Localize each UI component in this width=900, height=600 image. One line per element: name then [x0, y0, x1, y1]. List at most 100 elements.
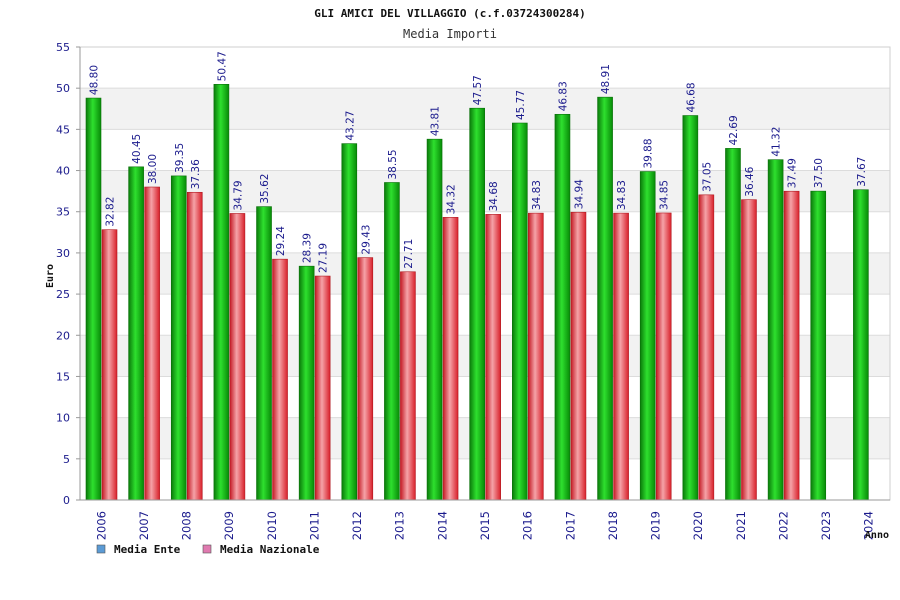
- bar-media-ente-2010: [256, 206, 272, 501]
- y-tick-label: 50: [56, 82, 70, 95]
- legend: Media Ente Media Nazionale: [96, 543, 320, 556]
- data-label: 48.80: [89, 65, 101, 95]
- bar-media-ente-2022: [767, 159, 784, 501]
- data-label: 37.05: [701, 162, 713, 192]
- legend-label: Media Ente: [114, 543, 181, 556]
- bar-media-nazionale-2017: [570, 211, 587, 501]
- x-tick-label: 2022: [776, 511, 790, 540]
- x-tick-label: 2010: [265, 511, 279, 540]
- bar-media-ente-2016: [512, 122, 528, 501]
- x-tick-label: 2008: [180, 511, 194, 540]
- plot-band: [80, 47, 890, 89]
- bar-media-nazionale-2014: [442, 217, 459, 501]
- data-label: 34.68: [488, 181, 500, 211]
- bar-media-nazionale-2006: [101, 229, 118, 501]
- data-label: 27.19: [318, 243, 330, 273]
- chart-subtitle: Media Importi: [403, 27, 497, 41]
- y-tick-label: 55: [56, 41, 70, 54]
- data-label: 48.91: [600, 64, 612, 94]
- bar-media-nazionale-2019: [655, 212, 672, 501]
- data-label: 50.47: [216, 51, 228, 81]
- y-tick-label: 30: [56, 247, 70, 260]
- bar-media-nazionale-2013: [400, 271, 416, 501]
- bar-media-ente-2014: [426, 138, 443, 501]
- chart-title: GLI AMICI DEL VILLAGGIO (c.f.03724300284…: [314, 7, 586, 20]
- bar-media-nazionale-2020: [698, 194, 715, 501]
- y-tick-label: 35: [56, 206, 70, 219]
- y-axis-label: Euro: [45, 264, 56, 288]
- data-label: 28.39: [302, 233, 314, 263]
- data-label: 37.49: [787, 158, 799, 188]
- legend-swatch: [96, 544, 106, 554]
- bar-media-ente-2011: [298, 265, 315, 501]
- x-tick-label: 2011: [307, 511, 321, 540]
- data-label: 29.24: [275, 226, 287, 256]
- data-label: 36.46: [744, 166, 756, 196]
- x-tick-label: 2016: [521, 511, 535, 540]
- bar-media-ente-2007: [128, 166, 144, 501]
- data-label: 34.32: [446, 184, 458, 214]
- x-tick-label: 2023: [819, 511, 833, 540]
- data-label: 34.83: [531, 180, 543, 210]
- x-tick-label: 2015: [478, 511, 492, 540]
- x-tick-label: 2009: [222, 511, 236, 540]
- data-label: 34.83: [616, 180, 628, 210]
- data-label: 37.50: [813, 158, 825, 188]
- y-tick-label: 20: [56, 329, 70, 342]
- data-label: 35.62: [259, 174, 271, 204]
- bar-media-ente-2012: [341, 143, 358, 501]
- bar-media-ente-2009: [213, 84, 230, 501]
- data-label: 32.82: [105, 197, 117, 227]
- x-tick-label: 2021: [734, 511, 748, 540]
- bar-media-ente-2013: [384, 182, 400, 501]
- data-label: 39.35: [174, 143, 186, 173]
- bar-media-nazionale-2011: [314, 275, 331, 501]
- data-label: 37.67: [856, 157, 868, 187]
- x-tick-label: 2013: [393, 511, 407, 540]
- data-label: 38.00: [147, 154, 159, 184]
- data-label: 37.36: [190, 159, 202, 189]
- y-tick-label: 10: [56, 412, 70, 425]
- bar-media-nazionale-2022: [783, 190, 800, 501]
- data-label: 39.88: [643, 138, 655, 168]
- bar-media-ente-2021: [725, 148, 741, 501]
- bar-media-nazionale-2018: [613, 212, 629, 501]
- bar-media-nazionale-2015: [485, 214, 501, 501]
- bar-media-nazionale-2009: [229, 213, 246, 501]
- plot-band: [80, 88, 890, 130]
- data-label: 27.71: [403, 239, 415, 269]
- data-label: 34.85: [659, 180, 671, 210]
- x-tick-label: 2019: [649, 511, 663, 540]
- legend-swatch: [202, 544, 212, 554]
- y-tick-label: 25: [56, 288, 70, 301]
- data-label: 46.68: [685, 82, 697, 112]
- bar-media-nazionale-2016: [528, 212, 544, 501]
- x-tick-label: 2007: [137, 511, 151, 540]
- data-label: 43.81: [430, 106, 442, 136]
- value-labels: 48.80 32.82 40.45 38.00 39.35 37.36 50.47 34.79…: [89, 51, 868, 273]
- y-tick-label: 15: [56, 370, 70, 383]
- bar-media-ente-2015: [469, 107, 485, 501]
- x-tick-label: 2014: [435, 511, 449, 540]
- data-label: 43.27: [344, 111, 356, 141]
- data-label: 47.57: [472, 75, 484, 105]
- x-axis-label: Anno: [865, 530, 889, 541]
- bar-media-nazionale-2007: [144, 186, 160, 501]
- x-tick-label: 2020: [691, 511, 705, 540]
- bars: [85, 84, 869, 501]
- x-tick-label: 2017: [563, 511, 577, 540]
- data-label: 34.94: [573, 179, 585, 209]
- x-tick-label: 2012: [350, 511, 364, 540]
- data-label: 45.77: [515, 90, 527, 120]
- bar-media-nazionale-2008: [186, 191, 203, 501]
- bar-media-ente-2020: [682, 115, 699, 501]
- bar-media-ente-2017: [554, 113, 571, 501]
- bar-media-nazionale-2021: [741, 199, 757, 501]
- x-tick-label: 2018: [606, 511, 620, 540]
- x-tick-label: 2006: [94, 511, 108, 540]
- y-tick-label: 40: [56, 165, 70, 178]
- bar-media-ente-2018: [597, 96, 613, 501]
- data-label: 40.45: [131, 134, 143, 164]
- y-axis: 0 5 10 15 20 25 30 35 40 45 50 55: [56, 41, 81, 507]
